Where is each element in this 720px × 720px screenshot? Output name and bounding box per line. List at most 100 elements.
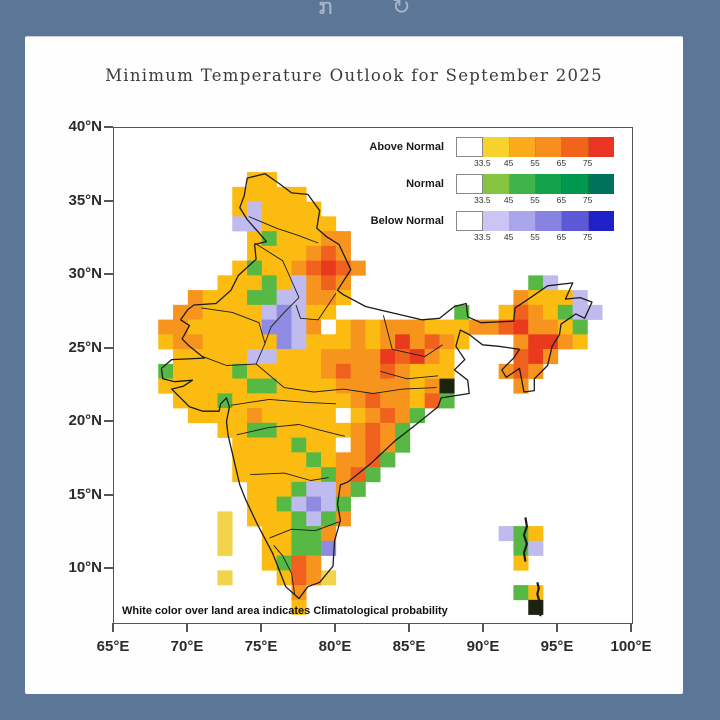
grid-cell: [202, 393, 218, 409]
grid-cell: [232, 201, 248, 217]
legend-tick: 33.5: [474, 195, 491, 205]
grid-cell: [291, 452, 307, 468]
grid-cell: [217, 349, 233, 365]
grid-cell: [306, 570, 322, 586]
grid-cell: [276, 275, 292, 291]
grid-cell: [528, 526, 544, 542]
state-boundary-line: [255, 363, 437, 394]
grid-cell: [217, 275, 233, 291]
grid-cell: [232, 378, 248, 394]
x-axis-label: 95°E: [540, 638, 574, 655]
grid-cell: [395, 408, 411, 424]
grid-cell: [321, 275, 337, 291]
grid-cell: [380, 393, 396, 409]
legend-tick: 65: [556, 158, 567, 168]
island-outline: [522, 517, 528, 562]
state-boundary-line: [382, 315, 443, 358]
grid-cell: [247, 334, 263, 350]
grid-cell: [528, 349, 544, 365]
grid-cell: [572, 304, 588, 320]
grid-cell: [247, 290, 263, 306]
grid-cell: [424, 349, 440, 365]
grid-cell: [217, 511, 233, 527]
grid-cell: [291, 349, 307, 365]
grid-cell: [247, 349, 263, 365]
legend-color-box: [456, 211, 484, 231]
legend-tick: 33.5: [474, 158, 491, 168]
grid-cell: [513, 555, 529, 571]
grid-cell: [528, 540, 544, 556]
grid-cell: [365, 334, 381, 350]
grid-cell: [395, 393, 411, 409]
grid-cell: [365, 393, 381, 409]
grid-cell: [306, 511, 322, 527]
grid-cell: [321, 349, 337, 365]
grid-cell: [291, 540, 307, 556]
legend-tick: 75: [582, 232, 593, 242]
legend-row-below-normal: Below Normal: [314, 211, 626, 231]
grid-cell: [498, 304, 514, 320]
grid-cell: [232, 319, 248, 335]
grid-cell: [261, 334, 277, 350]
legend-row-above-normal: Above Normal: [314, 137, 626, 157]
legend-tick: 65: [556, 195, 567, 205]
grid-cell: [247, 260, 263, 276]
grid-cell: [321, 363, 337, 379]
grid-cell: [335, 408, 351, 424]
grid-cell: [306, 334, 322, 350]
grid-cell: [187, 408, 203, 424]
grid-cell: [217, 422, 233, 438]
grid-cell: [276, 378, 292, 394]
grid-cell: [247, 275, 263, 291]
grid-cell: [513, 319, 529, 335]
legend-tick: 55: [530, 195, 540, 205]
grid-cell: [261, 496, 277, 512]
grid-cell: [187, 290, 203, 306]
legend-color-box: [509, 174, 536, 194]
grid-cell: [439, 378, 455, 394]
grid-cell: [439, 363, 455, 379]
x-axis-label: 100°E: [610, 638, 652, 655]
grid-cell: [173, 378, 189, 394]
x-axis-tick: [408, 623, 410, 632]
x-axis-tick: [630, 623, 632, 632]
grid-cell: [306, 290, 322, 306]
grid-cell: [276, 452, 292, 468]
grid-cell: [380, 452, 396, 468]
legend-color-box: [483, 137, 510, 157]
grid-cell: [276, 511, 292, 527]
grid-cell: [543, 290, 559, 306]
grid-cell: [395, 334, 411, 350]
grid-cell: [335, 393, 351, 409]
grid-cell: [321, 452, 337, 468]
grid-cell: [291, 245, 307, 261]
grid-cell: [395, 437, 411, 453]
grid-cell: [335, 349, 351, 365]
grid-cell: [350, 260, 366, 276]
grid-cell: [365, 378, 381, 394]
grid-cell: [261, 393, 277, 409]
chart-title: Minimum Temperature Outlook for Septembe…: [105, 66, 603, 85]
grid-cell: [306, 275, 322, 291]
y-axis-tick: [104, 126, 113, 128]
state-boundary-line: [255, 297, 300, 365]
grid-cell: [335, 290, 351, 306]
grid-cell: [380, 378, 396, 394]
grid-cell: [380, 422, 396, 438]
grid-cell: [365, 452, 381, 468]
grid-cell: [306, 363, 322, 379]
grid-cell: [247, 304, 263, 320]
grid-cell: [276, 467, 292, 483]
grid-cell: [232, 467, 248, 483]
grid-cell: [321, 304, 337, 320]
grid-cell: [247, 363, 263, 379]
grid-cell: [409, 393, 425, 409]
legend-tick: 65: [556, 232, 567, 242]
grid-cell: [232, 334, 248, 350]
grid-cell: [454, 319, 470, 335]
grid-cell: [261, 452, 277, 468]
grid-cell: [202, 304, 218, 320]
grid-cell: [557, 304, 573, 320]
grid-cell: [276, 363, 292, 379]
